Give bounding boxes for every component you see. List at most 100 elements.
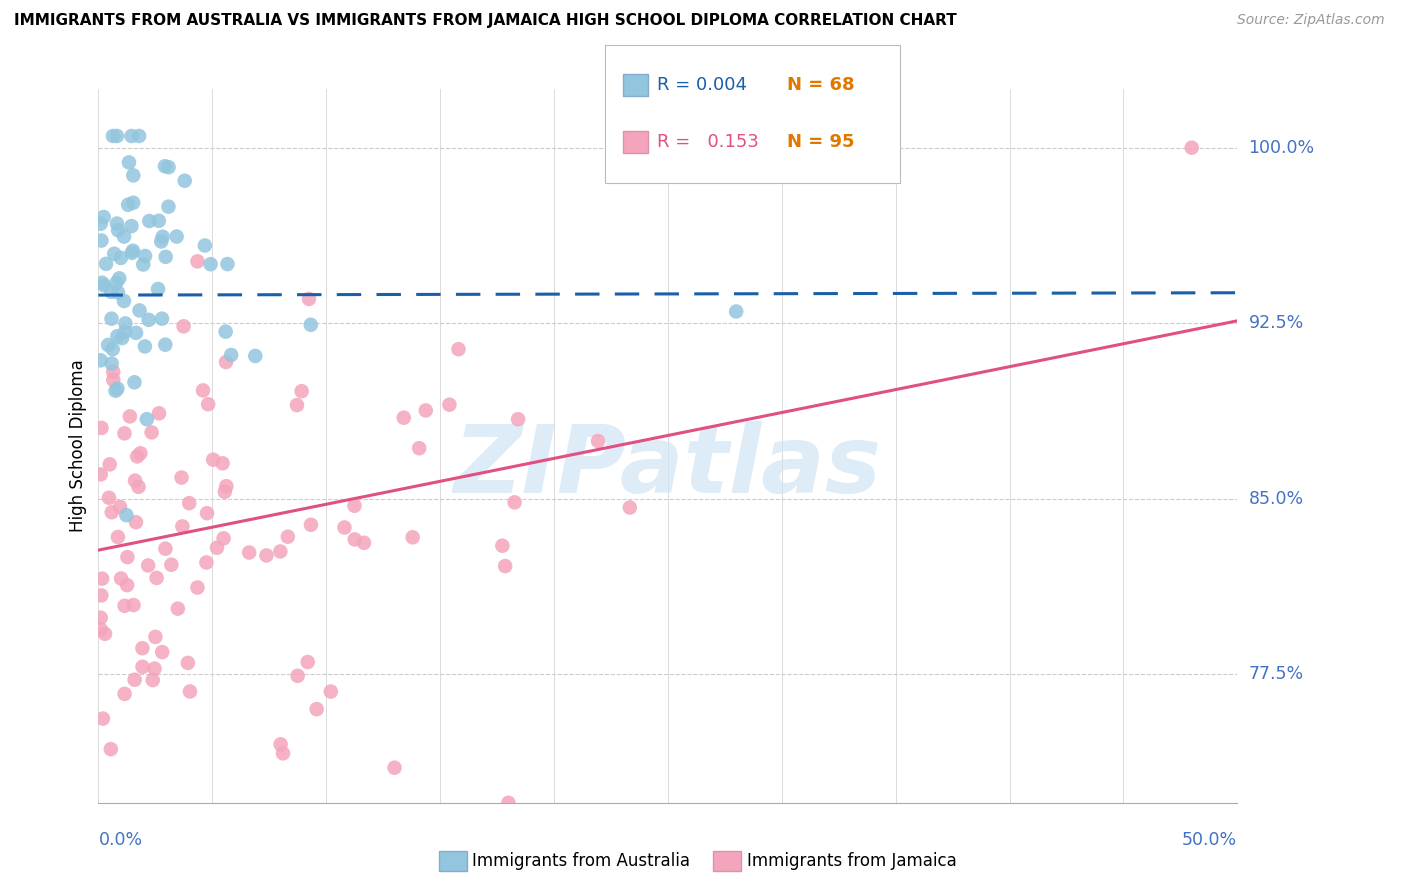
Point [132,258,155,272]
Point [155,541,177,556]
Point [195,556,218,570]
Point [128,128,150,143]
Point [100,311,122,326]
Point [212,532,235,546]
Point [179,684,201,698]
Point [285,398,308,412]
Point [100,357,122,371]
Point [155,250,177,264]
Point [503,495,526,509]
Point [439,398,461,412]
Point [101,128,124,143]
Point [131,641,153,656]
Point [90,611,112,625]
Point [115,578,138,592]
Point [134,339,156,353]
Point [90,589,112,603]
Point [177,656,200,670]
Point [93,278,115,293]
Text: R = 0.004: R = 0.004 [657,77,747,95]
Text: 92.5%: 92.5% [1249,314,1303,332]
Point [122,169,145,183]
Point [128,480,150,494]
Point [172,519,194,533]
Point [254,549,277,563]
Point [299,318,322,332]
Point [122,244,145,258]
Point [194,238,217,252]
Point [90,467,112,482]
Text: Immigrants from Australia: Immigrants from Australia [472,852,690,870]
Point [150,311,173,326]
Point [211,456,233,470]
Point [197,397,219,411]
Point [117,198,139,212]
Point [166,229,188,244]
Point [148,213,170,227]
Point [111,331,134,345]
Point [107,223,129,237]
Point [200,257,222,271]
Point [238,545,260,559]
Point [271,747,294,761]
Point [129,446,152,460]
Point [408,441,430,455]
Point [121,128,143,143]
Point [107,285,129,300]
Text: 100.0%: 100.0% [1249,138,1315,157]
Point [291,384,314,399]
Point [112,293,135,308]
Point [136,558,159,573]
Point [277,530,299,544]
Point [245,349,267,363]
Point [118,409,141,424]
Point [319,684,342,698]
Point [101,342,124,356]
Point [110,251,132,265]
Point [353,536,375,550]
Point [166,601,188,615]
Point [128,303,150,318]
Point [121,219,143,233]
Text: N = 68: N = 68 [787,77,855,95]
Point [107,530,129,544]
Text: IMMIGRANTS FROM AUSTRALIA VS IMMIGRANTS FROM JAMAICA HIGH SCHOOL DIPLOMA CORRELA: IMMIGRANTS FROM AUSTRALIA VS IMMIGRANTS … [14,13,957,29]
Point [146,282,169,296]
Point [125,326,148,340]
Point [415,403,437,417]
Point [114,317,136,331]
Point [219,348,242,362]
Point [108,271,131,285]
Point [90,234,112,248]
Point [152,229,174,244]
Point [498,796,520,810]
Point [103,365,125,379]
Point [157,200,180,214]
Text: 77.5%: 77.5% [1249,665,1303,683]
Point [124,376,146,390]
Point [145,630,167,644]
Point [115,508,138,523]
Point [117,550,139,565]
Point [110,572,132,586]
Point [114,599,136,613]
Point [494,559,516,574]
Point [124,474,146,488]
Point [103,246,125,260]
Text: 85.0%: 85.0% [1249,490,1303,508]
Point [127,450,149,464]
Point [217,257,239,271]
Point [114,325,136,339]
Point [125,515,148,529]
Point [108,500,131,514]
Point [97,338,120,352]
Point [150,645,173,659]
Point [214,484,236,499]
Point [90,622,112,636]
Point [100,285,122,299]
Point [107,329,129,343]
Text: 50.0%: 50.0% [1182,830,1237,849]
Point [138,313,160,327]
Point [138,214,160,228]
Point [122,195,145,210]
